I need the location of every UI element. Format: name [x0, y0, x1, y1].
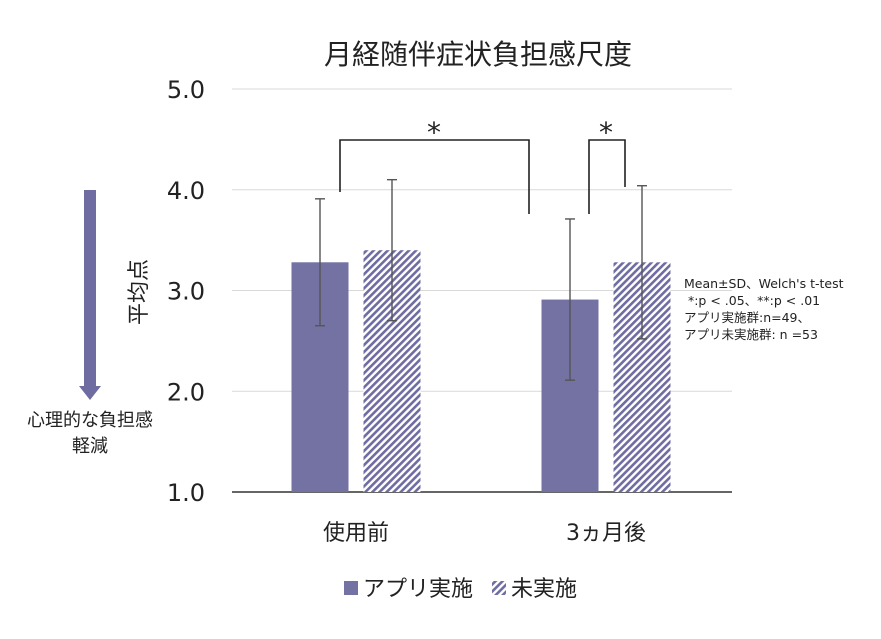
y-tick-label: 2.0 — [167, 378, 205, 406]
y-axis-label: 平均点 — [127, 259, 152, 325]
stats-note: Mean±SD、Welch's t-test *:p < .05、**:p < … — [684, 276, 844, 342]
x-tick-label: 3ヵ月後 — [566, 521, 646, 546]
stats-note-line2: *:p < .05、**:p < .01 — [684, 293, 820, 308]
legend-label-app: アプリ実施 — [363, 577, 473, 602]
legend-swatch-app — [344, 581, 358, 595]
x-tick-label: 使用前 — [323, 521, 389, 546]
chart-title: 月経随伴症状負担感尺度 — [324, 38, 632, 71]
x-axis-ticks: 使用前 3ヵ月後 — [323, 521, 646, 546]
legend: アプリ実施 未実施 — [344, 577, 577, 602]
arrow-label-line2: 軽減 — [72, 436, 108, 457]
y-tick-label: 4.0 — [167, 177, 205, 205]
arrow-shaft — [84, 190, 96, 386]
legend-label-none: 未実施 — [511, 577, 577, 602]
y-tick-label: 1.0 — [167, 479, 205, 507]
significance-bracket-2: * — [588, 116, 626, 214]
legend-swatch-none — [492, 581, 506, 595]
error-bars-group — [315, 178, 647, 381]
stats-note-line1: Mean±SD、Welch's t-test — [684, 276, 844, 291]
arrow-label-line1: 心理的な負担感 — [27, 410, 153, 431]
significance-star-1: * — [427, 116, 441, 149]
y-tick-label: 5.0 — [167, 76, 205, 104]
stats-note-line4: アプリ未実施群: n =53 — [684, 327, 818, 342]
y-tick-label: 3.0 — [167, 278, 205, 306]
burden-reduction-arrow — [79, 190, 101, 400]
stats-note-line3: アプリ実施群:n=49、 — [684, 310, 810, 325]
y-axis-ticks: 1.0 2.0 3.0 4.0 5.0 — [167, 76, 205, 507]
bars-group — [291, 250, 671, 492]
significance-bracket-1: * — [339, 116, 530, 214]
arrow-head — [79, 386, 101, 400]
significance-star-2: * — [599, 116, 613, 149]
